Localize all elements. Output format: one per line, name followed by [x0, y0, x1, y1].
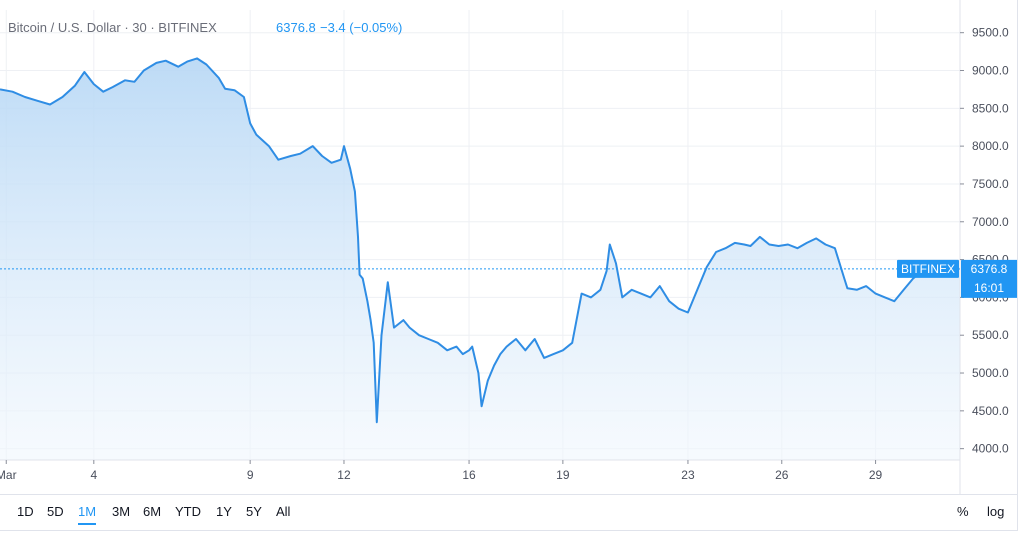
y-tick-label: 8500.0	[972, 101, 1009, 115]
exchange-tag-label: BITFINEX	[901, 262, 955, 276]
range-toolbar: 1D 5D 1M 3M 6M YTD 1Y 5Y All % log	[0, 494, 1018, 529]
range-1y-button[interactable]: 1Y	[216, 504, 232, 519]
last-price-tag-label: 6376.8	[971, 262, 1008, 276]
chart-legend-symbol: Bitcoin / U.S. Dollar · 30 · BITFINEX	[8, 20, 217, 35]
price-line	[0, 57, 960, 424]
x-tick-label: 16	[462, 468, 476, 482]
range-1m-button[interactable]: 1M	[78, 504, 97, 525]
range-ytd-button[interactable]: YTD	[175, 504, 201, 519]
percent-scale-toggle[interactable]: %	[957, 504, 969, 519]
y-tick-label: 7500.0	[972, 177, 1009, 191]
range-1d-button[interactable]: 1D	[17, 504, 34, 519]
y-tick-label: 9500.0	[972, 26, 1009, 40]
x-tick-label: 26	[775, 468, 789, 482]
chart-legend-change: −3.4 (−0.05%)	[320, 20, 402, 35]
range-all-button[interactable]: All	[276, 504, 291, 519]
y-tick-label: 4000.0	[972, 442, 1009, 456]
y-tick-label: 5500.0	[972, 328, 1009, 342]
x-tick-label: 12	[337, 468, 351, 482]
range-3m-button[interactable]: 3M	[112, 504, 131, 519]
y-tick-label: 5000.0	[972, 366, 1009, 380]
x-tick-label: 9	[247, 468, 254, 482]
x-tick-label: Mar	[0, 468, 17, 482]
log-scale-toggle[interactable]: log	[987, 504, 1005, 519]
y-tick-label: 4500.0	[972, 404, 1009, 418]
x-tick-label: 19	[556, 468, 570, 482]
range-6m-button[interactable]: 6M	[143, 504, 162, 519]
y-tick-label: 7000.0	[972, 215, 1009, 229]
x-tick-label: 4	[90, 468, 97, 482]
chart-legend-price: 6376.8	[276, 20, 316, 35]
range-5y-button[interactable]: 5Y	[246, 504, 262, 519]
range-5d-button[interactable]: 5D	[47, 504, 64, 519]
x-tick-label: 23	[681, 468, 695, 482]
last-price-tag-box	[961, 259, 1018, 298]
y-tick-label: 9000.0	[972, 64, 1009, 78]
price-area-fill	[0, 58, 960, 460]
exchange-tag-box	[897, 259, 959, 278]
y-tick-label: 8000.0	[972, 139, 1009, 153]
countdown-label: 16:01	[974, 281, 1004, 295]
x-tick-label: 29	[869, 468, 883, 482]
